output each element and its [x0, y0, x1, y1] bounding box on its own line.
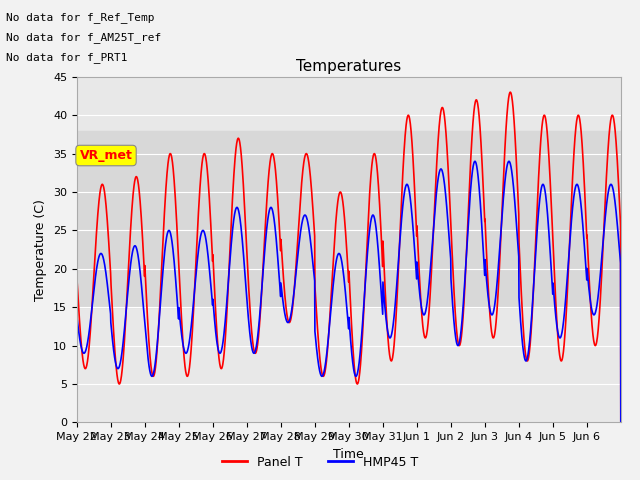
Bar [77, 131, 621, 307]
Panel T [244, 282, 252, 288]
HMP45 T [513, 224, 520, 229]
X-axis label: Time: Time [333, 448, 364, 461]
Line: Panel T: Panel T [77, 92, 621, 422]
Title: Temperatures: Temperatures [296, 59, 401, 74]
HMP45 T [127, 257, 135, 263]
HMP45 T [617, 420, 625, 425]
Text: VR_met: VR_met [79, 149, 132, 162]
HMP45 T [543, 209, 551, 215]
HMP45 T [244, 317, 252, 323]
Line: HMP45 T: HMP45 T [77, 161, 621, 422]
Panel T [617, 420, 625, 425]
Panel T [506, 89, 514, 95]
Panel T [513, 164, 520, 170]
Text: No data for f_PRT1: No data for f_PRT1 [6, 52, 128, 63]
HMP45 T [73, 313, 81, 319]
HMP45 T [381, 309, 389, 314]
Text: No data for f_Ref_Temp: No data for f_Ref_Temp [6, 12, 155, 23]
Panel T [73, 274, 81, 279]
Legend: Panel T, HMP45 T: Panel T, HMP45 T [217, 451, 423, 474]
HMP45 T [505, 158, 513, 164]
HMP45 T [609, 187, 617, 193]
Text: No data for f_AM25T_ref: No data for f_AM25T_ref [6, 32, 162, 43]
Panel T [609, 114, 617, 120]
Panel T [543, 131, 551, 137]
Panel T [381, 290, 389, 296]
Panel T [127, 217, 135, 223]
Y-axis label: Temperature (C): Temperature (C) [35, 199, 47, 300]
